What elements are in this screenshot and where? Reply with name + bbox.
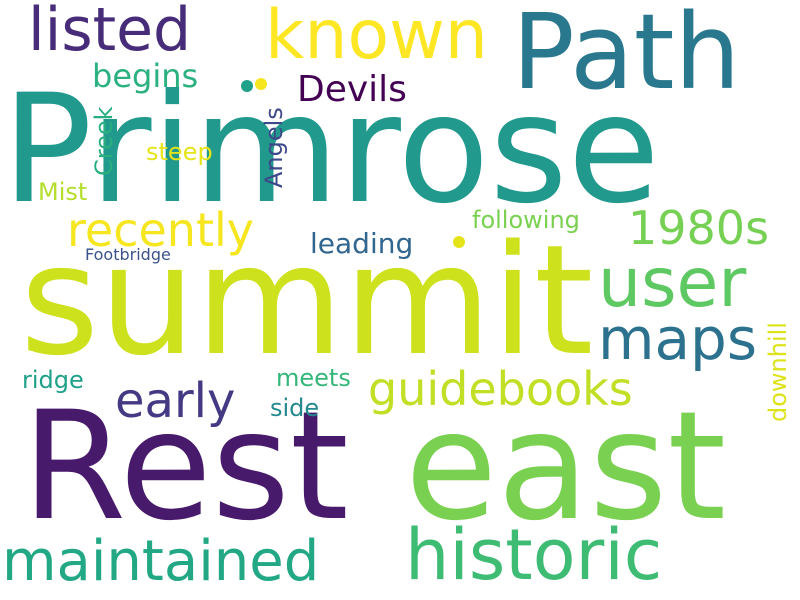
word-path: Path — [512, 0, 741, 113]
word-maintained: maintained — [2, 529, 320, 594]
word-listed: listed — [28, 0, 192, 65]
word-begins: begins — [92, 57, 199, 95]
word-rest: Rest — [22, 380, 349, 554]
dot-mark — [453, 236, 465, 248]
word-early: early — [115, 373, 236, 429]
word-leading: leading — [310, 227, 414, 260]
word-ridge: ridge — [22, 366, 84, 394]
word-mist: Mist — [38, 178, 88, 206]
word-historic: historic — [405, 514, 663, 596]
word-downhill: downhill — [764, 322, 792, 422]
word-summit: summit — [20, 212, 594, 389]
word-following: following — [472, 206, 580, 234]
dot-mark — [241, 80, 253, 92]
word-steep: steep — [146, 138, 213, 166]
word-primrose: Primrose — [2, 63, 660, 237]
word-user: user — [598, 244, 747, 323]
word-side: side — [270, 394, 320, 422]
word-angels: Angels — [260, 107, 288, 188]
word-meets: meets — [276, 364, 351, 392]
word-maps: maps — [598, 305, 758, 373]
word-guidebooks: guidebooks — [368, 362, 633, 416]
word-creek: Creek — [90, 106, 118, 176]
word-east: east — [405, 380, 727, 554]
dot-mark — [255, 78, 267, 90]
word-recently: recently — [67, 203, 254, 257]
word-known: known — [265, 0, 488, 75]
word-devils: Devils — [297, 69, 407, 110]
word-1980s: 1980s — [628, 201, 770, 255]
word-footbridge: Footbridge — [85, 245, 171, 264]
